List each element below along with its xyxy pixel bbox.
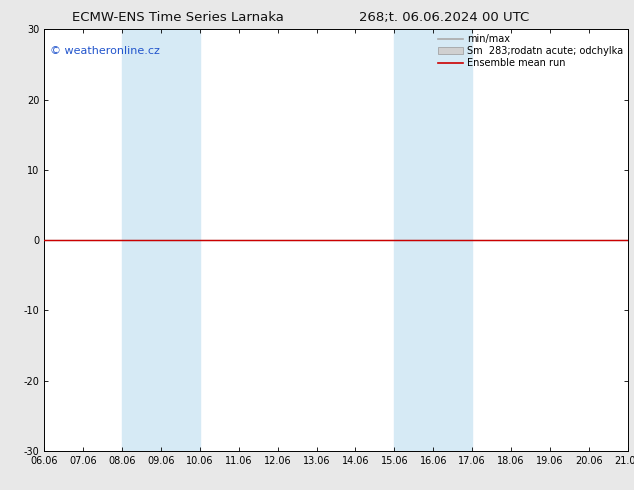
- Legend: min/max, Sm  283;rodatn acute; odchylka, Ensemble mean run: min/max, Sm 283;rodatn acute; odchylka, …: [437, 32, 624, 70]
- Bar: [394, 29, 472, 451]
- Text: 268;t. 06.06.2024 00 UTC: 268;t. 06.06.2024 00 UTC: [359, 11, 529, 24]
- Bar: [122, 29, 200, 451]
- Text: © weatheronline.cz: © weatheronline.cz: [50, 46, 160, 56]
- Text: ECMW-ENS Time Series Larnaka: ECMW-ENS Time Series Larnaka: [72, 11, 283, 24]
